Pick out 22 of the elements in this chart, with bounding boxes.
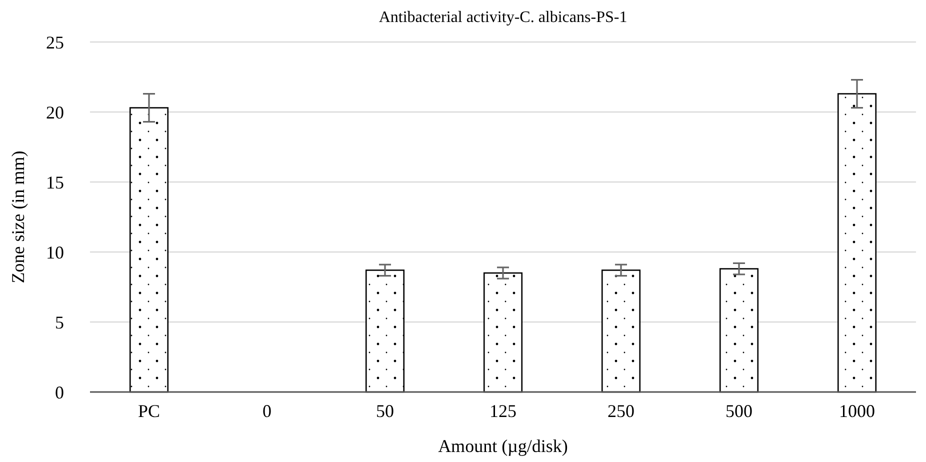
x-tick-label: 1000 — [839, 401, 875, 421]
y-tick-label: 10 — [46, 242, 64, 262]
x-tick-label: 500 — [726, 401, 752, 421]
x-tick-label: 0 — [262, 401, 272, 421]
y-tick-label: 15 — [46, 172, 64, 192]
bar — [601, 270, 641, 393]
y-tick-label: 20 — [46, 102, 64, 122]
bar — [365, 270, 405, 393]
bar — [837, 93, 877, 393]
bar — [129, 107, 169, 393]
x-tick-label: 50 — [376, 401, 394, 421]
bar — [483, 272, 523, 393]
x-axis-title: Amount (µg/disk) — [438, 436, 568, 456]
y-tick-label: 5 — [55, 312, 64, 332]
y-tick-label: 0 — [55, 382, 64, 402]
y-axis-title: Zone size (in mm) — [8, 150, 28, 284]
chart-title: Antibacterial activity-C. albicans-PS-1 — [378, 9, 628, 26]
bar — [719, 268, 759, 393]
x-tick-label: 125 — [490, 401, 516, 421]
x-tick-label: 250 — [608, 401, 634, 421]
y-tick-label: 25 — [46, 32, 64, 52]
x-tick-label: PC — [138, 401, 160, 421]
